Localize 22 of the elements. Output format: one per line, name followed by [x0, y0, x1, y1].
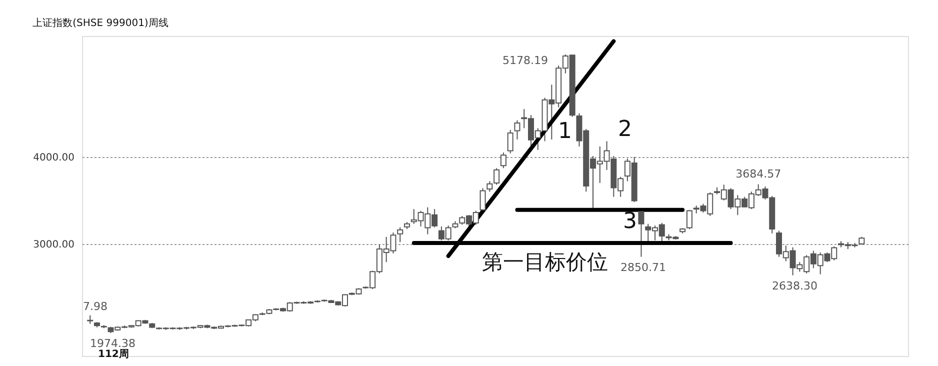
candlestick [507, 129, 514, 154]
annotation: 112周 [98, 348, 129, 360]
annotation: 第一目标价位 [482, 250, 608, 274]
candlestick [486, 180, 493, 192]
annotation: 7.98 [83, 300, 108, 313]
candlestick [397, 226, 404, 243]
annotation: 1 [558, 119, 572, 144]
candlestick [500, 152, 506, 169]
annotation: 2 [618, 117, 632, 142]
candlestick [638, 209, 644, 258]
annotation: 1974.38 [90, 337, 136, 350]
chart-title: 上证指数(SHSE 999001)周线 [32, 17, 168, 29]
annotation: 5178.19 [502, 54, 548, 67]
candlestick [494, 168, 500, 186]
candlestick [686, 209, 692, 230]
candlestick [514, 120, 520, 140]
y-tick-label: 3000.00 [33, 239, 74, 250]
annotation: 2850.71 [620, 260, 666, 274]
annotation: 3684.57 [736, 167, 782, 180]
annotation: 2638.30 [772, 279, 818, 292]
y-tick-label: 4000.00 [33, 152, 74, 164]
annotation: 3 [623, 209, 637, 234]
